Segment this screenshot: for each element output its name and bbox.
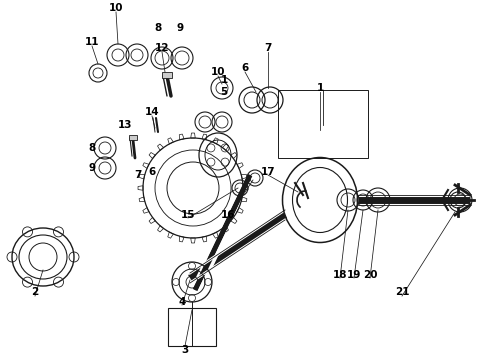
Text: 14: 14 — [145, 107, 159, 117]
Text: 1: 1 — [220, 75, 228, 85]
Text: 17: 17 — [261, 167, 275, 177]
Text: 10: 10 — [109, 3, 123, 13]
Bar — [129, 135, 137, 140]
Text: 20: 20 — [363, 270, 377, 280]
Text: 2: 2 — [31, 287, 39, 297]
Text: 4: 4 — [178, 297, 186, 307]
Text: 6: 6 — [242, 63, 248, 73]
Bar — [278, 90, 368, 158]
Bar — [162, 72, 172, 78]
Text: 9: 9 — [88, 163, 96, 173]
Text: 7: 7 — [134, 170, 142, 180]
Text: 13: 13 — [118, 120, 132, 130]
Text: 3: 3 — [181, 345, 189, 355]
Text: 16: 16 — [221, 210, 235, 220]
Text: 1: 1 — [317, 83, 323, 93]
Text: 15: 15 — [181, 210, 195, 220]
Text: 11: 11 — [85, 37, 99, 47]
Text: 9: 9 — [176, 23, 184, 33]
Text: 10: 10 — [211, 67, 225, 77]
Text: 7: 7 — [264, 43, 271, 53]
Text: 5: 5 — [220, 87, 228, 97]
Text: 8: 8 — [88, 143, 96, 153]
Text: 6: 6 — [148, 167, 156, 177]
Bar — [168, 308, 216, 346]
Text: 18: 18 — [333, 270, 347, 280]
Text: 19: 19 — [347, 270, 361, 280]
Text: 12: 12 — [155, 43, 169, 53]
Text: 21: 21 — [395, 287, 409, 297]
Text: 8: 8 — [154, 23, 162, 33]
